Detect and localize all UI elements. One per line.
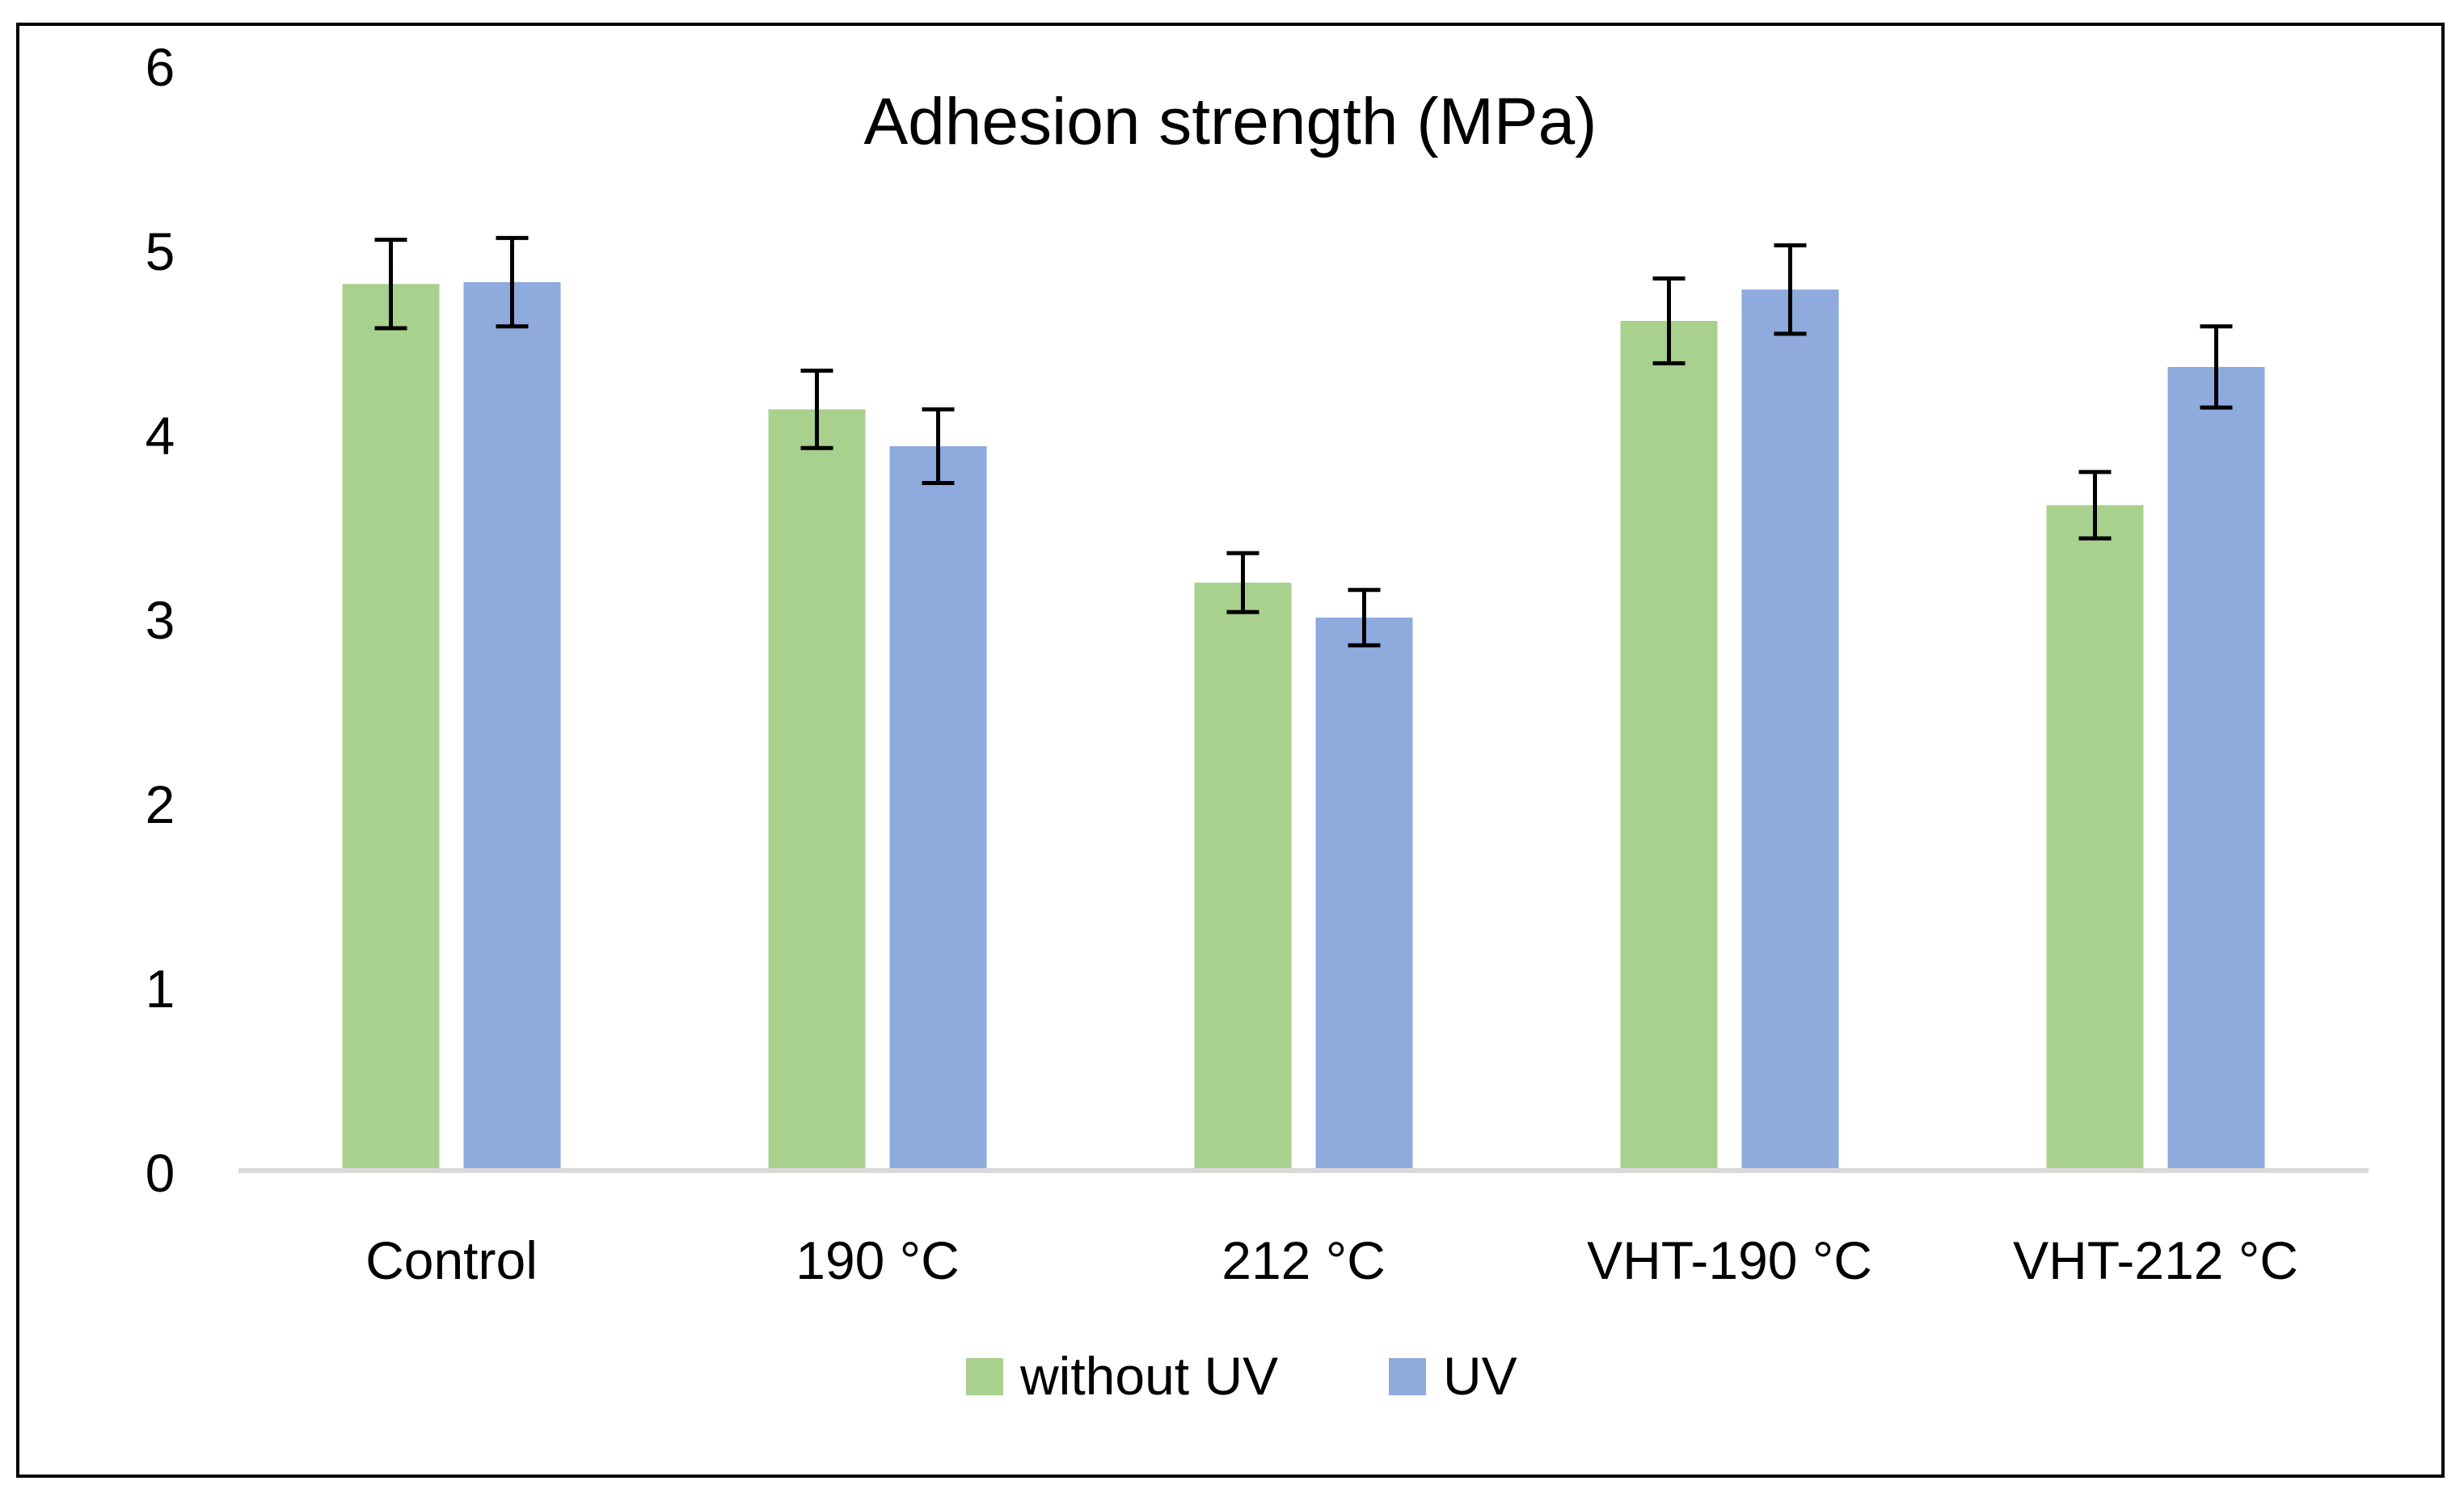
error-bar [922, 407, 955, 486]
legend-item: without UV [966, 1346, 1278, 1406]
y-axis-ticks: 0 1 2 3 4 5 6 [146, 37, 175, 1203]
error-bar [1348, 588, 1381, 648]
x-tick-label: VHT-190 °C [1587, 1230, 1872, 1290]
error-bar [2200, 324, 2233, 410]
error-bar [1774, 243, 1807, 336]
error-bars [374, 235, 2233, 648]
x-tick-label: 190 °C [795, 1230, 960, 1290]
y-tick-label: 2 [146, 774, 175, 834]
bar-without-uv [1620, 320, 1718, 1168]
chart-title: Adhesion strength (MPa) [863, 85, 1597, 158]
y-tick-label: 5 [146, 222, 175, 281]
legend-swatch [1389, 1358, 1426, 1395]
bar-without-uv [1194, 582, 1292, 1168]
bar-without-uv [768, 409, 866, 1168]
error-bar [1226, 551, 1259, 614]
bar-uv [463, 282, 561, 1168]
error-bar [374, 238, 407, 331]
legend-item: UV [1389, 1346, 1517, 1406]
legend-swatch [966, 1358, 1003, 1395]
y-tick-label: 4 [146, 406, 175, 466]
legend-label: UV [1443, 1346, 1517, 1406]
legend: without UV UV [966, 1346, 1517, 1406]
bar-without-uv [2046, 504, 2144, 1168]
error-bar [800, 368, 833, 450]
error-bar [2078, 470, 2112, 541]
bar-uv [1741, 289, 1839, 1168]
x-tick-label: 212 °C [1221, 1230, 1386, 1290]
bar-uv [2167, 366, 2265, 1168]
y-tick-label: 6 [146, 37, 175, 97]
x-tick-label: Control [365, 1230, 538, 1290]
x-tick-label: VHT-212 °C [2013, 1230, 2298, 1290]
bar-without-uv [342, 284, 440, 1168]
error-bar [496, 235, 529, 329]
y-tick-label: 1 [146, 959, 175, 1019]
legend-label: without UV [1019, 1346, 1278, 1406]
y-tick-label: 3 [146, 590, 175, 650]
y-tick-label: 0 [146, 1143, 175, 1203]
x-axis-labels: Control 190 °C 212 °C VHT-190 °C VHT-212 °C [365, 1230, 2298, 1290]
bars [342, 282, 2265, 1168]
bar-uv [889, 445, 987, 1168]
error-bar [1652, 276, 1686, 365]
bar-uv [1315, 618, 1413, 1168]
